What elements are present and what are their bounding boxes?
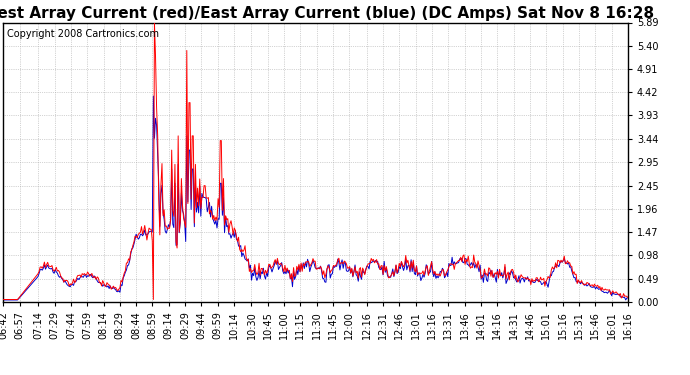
Text: Copyright 2008 Cartronics.com: Copyright 2008 Cartronics.com — [7, 30, 159, 39]
Text: West Array Current (red)/East Array Current (blue) (DC Amps) Sat Nov 8 16:28: West Array Current (red)/East Array Curr… — [0, 6, 654, 21]
